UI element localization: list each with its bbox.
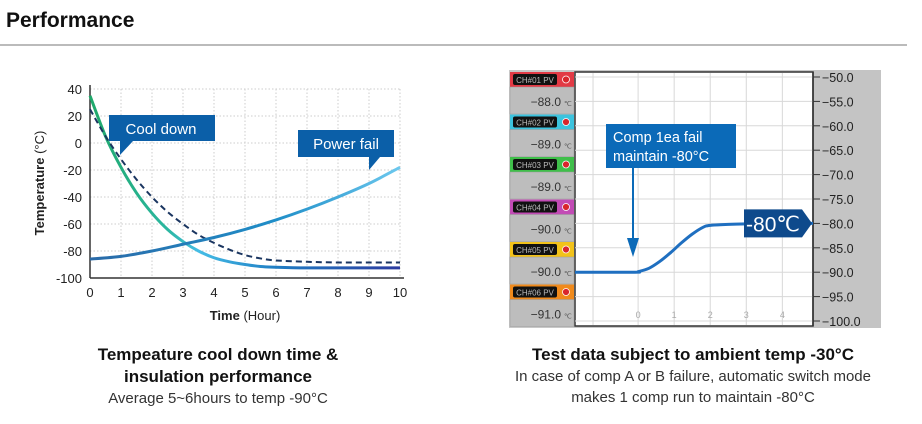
y-tick-label: −90.0 (822, 266, 854, 280)
channel-name: CH#02 PV (516, 119, 554, 128)
x-tick-label: 1 (672, 310, 677, 320)
channel-alarm-icon (562, 75, 570, 84)
channel-alarm-icon (562, 288, 570, 296)
callout-line2: maintain -80°C (613, 149, 709, 165)
y-tick-label: -80 (63, 244, 82, 259)
y-tick-label: 20 (68, 109, 82, 124)
channel-alarm-icon (562, 118, 570, 126)
channel-value-box (509, 256, 575, 285)
y-tick-label: 0 (75, 136, 82, 151)
y-tick-label: -100 (56, 271, 82, 286)
callout-power-fail (298, 130, 394, 170)
channel-tag-2 (513, 116, 557, 128)
channel-value: −89.0 (531, 180, 562, 194)
left-caption-line1: Tempeature cool down time & (97, 345, 339, 364)
y-tick-label: -20 (63, 163, 82, 178)
channel-name: CH#04 PV (516, 204, 554, 213)
series-line-power-fail (89, 165, 401, 261)
x-tick-label: 9 (365, 285, 372, 300)
channel-unit: ℃ (564, 144, 572, 151)
left-caption-line2: insulation performance (124, 367, 312, 386)
x-tick-label: 0 (86, 285, 93, 300)
x-tick-label: 10 (393, 285, 407, 300)
channel-alarm-icon (562, 245, 570, 254)
channel-value: −89.0 (531, 138, 562, 152)
y-tick-label: -40 (63, 190, 82, 205)
channel-tag-1 (513, 74, 557, 85)
channel-value: −88.0 (531, 95, 562, 109)
channel-alarm-icon (562, 160, 570, 169)
channel-unit: ℃ (564, 314, 572, 321)
series-line-cool-down (88, 95, 400, 270)
callout-power-fail-label: Power fail (313, 136, 379, 153)
channel-value-box (509, 299, 575, 327)
x-tick-label: 3 (179, 285, 186, 300)
y-tick-label: −85.0 (822, 242, 854, 256)
y-axis-label: Temperature (°C) (32, 131, 47, 236)
page-title: Performance (6, 9, 135, 32)
right-caption-sub1: In case of comp A or B failure, automati… (514, 368, 871, 385)
x-axis-label: Time (Hour) (210, 308, 281, 323)
channel-tag-3 (513, 159, 557, 170)
title-divider (0, 44, 907, 46)
x-tick-label: 0 (636, 310, 641, 320)
y-tick-label: −50.0 (822, 71, 854, 85)
channel-name: CH#05 PV (516, 246, 554, 255)
callout-cool-down-label: Cool down (126, 121, 197, 138)
channel-tag-4 (513, 201, 557, 213)
channel-tag-5 (513, 244, 557, 255)
x-tick-label: 6 (272, 285, 279, 300)
current-value-label: -80℃ (746, 213, 800, 236)
channel-unit: ℃ (564, 101, 572, 108)
x-tick-label: 3 (744, 310, 749, 320)
channel-name: CH#06 PV (516, 289, 554, 298)
callout-line1: Comp 1ea fail (613, 130, 702, 146)
channel-value-box (509, 86, 575, 115)
y-tick-label: −75.0 (822, 193, 854, 207)
channel-unit: ℃ (564, 271, 572, 278)
right-caption-line1: Test data subject to ambient temp -30°C (532, 345, 854, 364)
x-tick-label: 7 (303, 285, 310, 300)
channel-value-box (509, 129, 575, 157)
channel-unit: ℃ (564, 186, 572, 193)
channel-tag-6 (513, 286, 557, 298)
y-tick-label: −60.0 (822, 120, 854, 134)
channel-name: CH#03 PV (516, 161, 554, 170)
y-tick-label: −70.0 (822, 169, 854, 183)
y-tick-label: −55.0 (822, 95, 854, 109)
channel-value: −91.0 (531, 308, 562, 322)
callout-cool-down (109, 115, 215, 155)
channel-value: −90.0 (531, 223, 562, 237)
y-tick-label: −80.0 (822, 217, 854, 231)
callout-comp-fail (606, 124, 736, 168)
current-value-tag (744, 209, 812, 238)
x-tick-label: 5 (241, 285, 248, 300)
right-caption-sub2: makes 1 comp run to maintain -80°C (571, 389, 815, 406)
channel-name: CH#01 PV (516, 76, 554, 85)
channel-value-box (509, 171, 575, 200)
y-tick-label: −95.0 (822, 291, 854, 305)
x-tick-label: 4 (210, 285, 217, 300)
y-tick-label: −100.0 (822, 315, 861, 329)
right-axis-panel (813, 70, 881, 328)
x-tick-label: 2 (708, 310, 713, 320)
channel-value-box (509, 214, 575, 242)
x-tick-label: 8 (334, 285, 341, 300)
x-tick-label: 4 (780, 310, 785, 320)
y-tick-label: −65.0 (822, 144, 854, 158)
y-tick-label: 40 (68, 82, 82, 97)
y-tick-label: -60 (63, 217, 82, 232)
channel-unit: ℃ (564, 229, 572, 236)
x-tick-label: 1 (117, 285, 124, 300)
channel-alarm-icon (562, 203, 570, 211)
x-tick-label: 2 (148, 285, 155, 300)
left-caption-sub: Average 5~6hours to temp -90°C (108, 390, 328, 407)
channel-value: −90.0 (531, 265, 562, 279)
arrow-head-icon (627, 238, 639, 257)
series-line-reference (89, 108, 400, 264)
